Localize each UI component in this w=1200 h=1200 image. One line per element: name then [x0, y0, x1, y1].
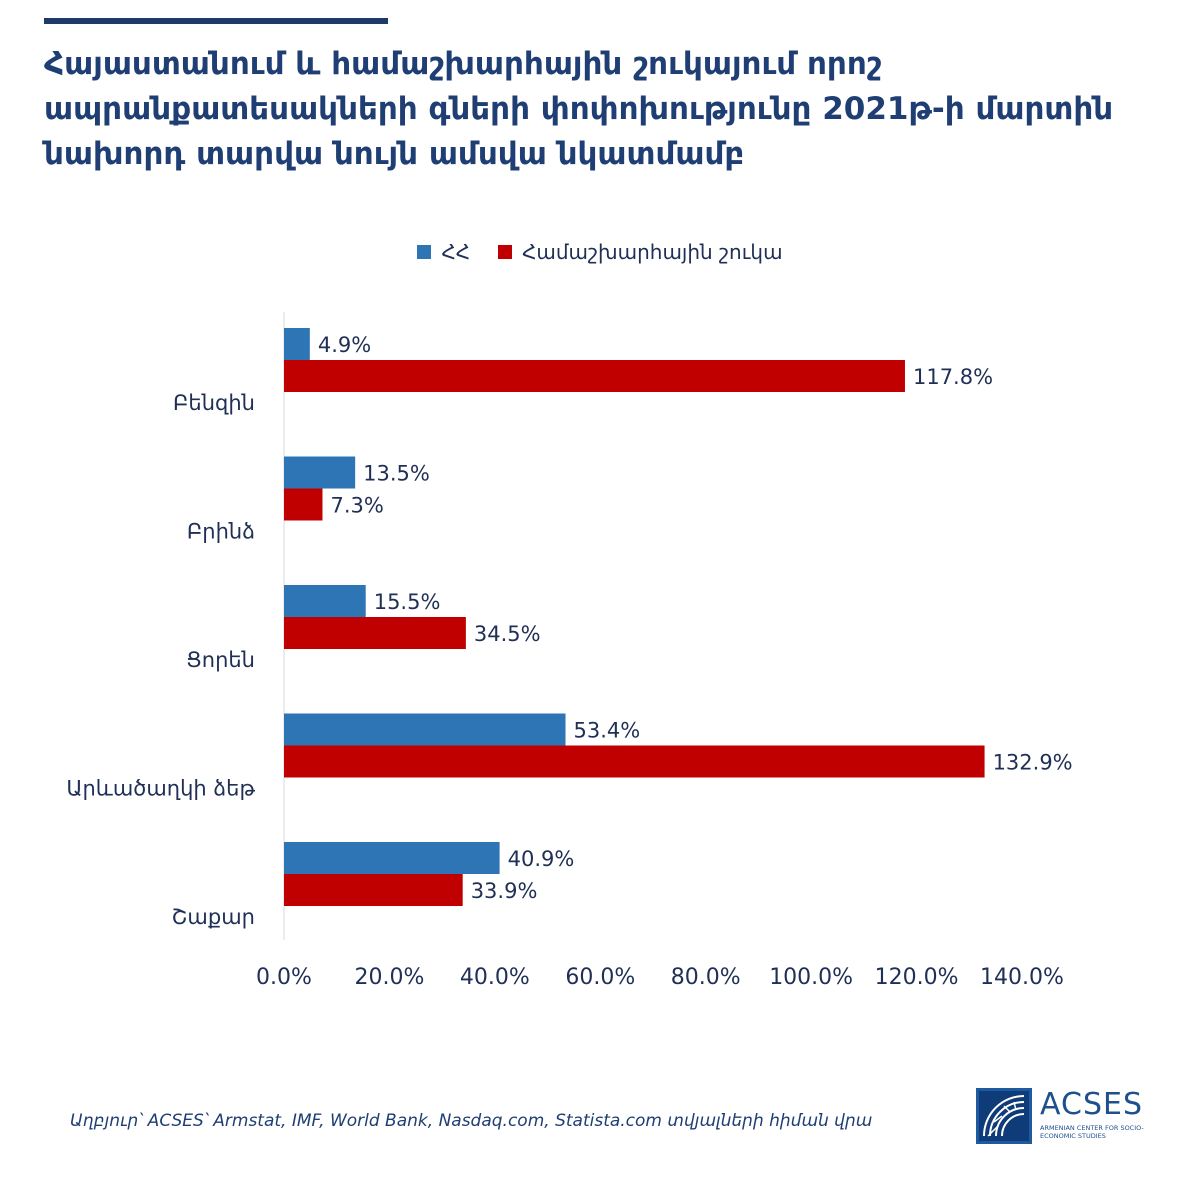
x-tick-label: 60.0%	[565, 965, 635, 990]
bar-world	[284, 617, 466, 649]
x-tick-label: 80.0%	[671, 965, 741, 990]
legend-swatch-armenia	[417, 245, 432, 259]
plot-area: Բենզին 4.9% 117.8% Բրինձ 13.5% 7.3% Ցորեն 15.5%…	[66, 312, 1073, 990]
title-accent-bar	[44, 18, 388, 24]
bar-world	[284, 745, 985, 778]
chart-legend: ՀՀ Համաշխարհային շուկա	[0, 240, 1200, 264]
data-label-world: 34.5%	[474, 622, 541, 646]
x-tick-label: 0.0%	[256, 965, 312, 990]
bar-armenia	[284, 842, 500, 874]
data-label-world: 132.9%	[993, 751, 1073, 775]
data-label-world: 33.9%	[471, 879, 538, 903]
legend-swatch-world	[498, 245, 513, 259]
category-label: Արևածաղկի ձեթ	[66, 777, 255, 801]
chart-title: Հայաստանում և համաշխարհային շուկայում որ…	[44, 46, 1114, 172]
legend-label-world: Համաշխարհային շուկա	[522, 240, 783, 264]
data-label-armenia: 15.5%	[374, 590, 441, 614]
bar-world	[284, 488, 323, 521]
x-tick-label: 120.0%	[875, 965, 959, 990]
category-label: Ցորեն	[186, 648, 255, 672]
category-label: Շաքար	[172, 905, 256, 929]
category-label: Բենզին	[173, 391, 255, 415]
x-tick-label: 140.0%	[980, 965, 1064, 990]
data-label-armenia: 53.4%	[573, 719, 640, 743]
category-label: Բրինձ	[187, 520, 255, 544]
x-tick-label: 40.0%	[460, 965, 530, 990]
bar-armenia	[284, 456, 356, 489]
bar-world	[284, 874, 463, 906]
data-label-armenia: 4.9%	[318, 333, 371, 357]
bar-chart: Բենզին 4.9% 117.8% Բրինձ 13.5% 7.3% Ցորեն 15.5%…	[66, 312, 1073, 990]
bar-world	[284, 360, 905, 392]
acses-logo: ACSES ARMENIAN CENTER FOR SOCIO-ECONOMIC…	[976, 1087, 1156, 1144]
legend-item-armenia: ՀՀ	[417, 240, 470, 264]
legend-label-armenia: ՀՀ	[441, 240, 471, 264]
acses-emblem-icon	[976, 1088, 1032, 1144]
logo-name: ACSES	[1040, 1087, 1143, 1122]
bar-armenia	[284, 713, 566, 746]
bar-armenia	[284, 585, 366, 617]
data-label-armenia: 40.9%	[508, 847, 575, 871]
bar-armenia	[284, 328, 310, 360]
data-label-world: 7.3%	[330, 494, 383, 518]
x-tick-label: 100.0%	[769, 965, 853, 990]
x-tick-label: 20.0%	[354, 965, 424, 990]
data-label-armenia: 13.5%	[363, 462, 430, 486]
source-note: Աղբյուր՝ ACSES՝ Armstat, IMF, World Bank…	[70, 1111, 873, 1131]
legend-item-world: Համաշխարհային շուկա	[498, 240, 783, 264]
data-label-world: 117.8%	[913, 365, 993, 389]
logo-subtitle: ARMENIAN CENTER FOR SOCIO-ECONOMIC STUDI…	[1040, 1124, 1144, 1140]
